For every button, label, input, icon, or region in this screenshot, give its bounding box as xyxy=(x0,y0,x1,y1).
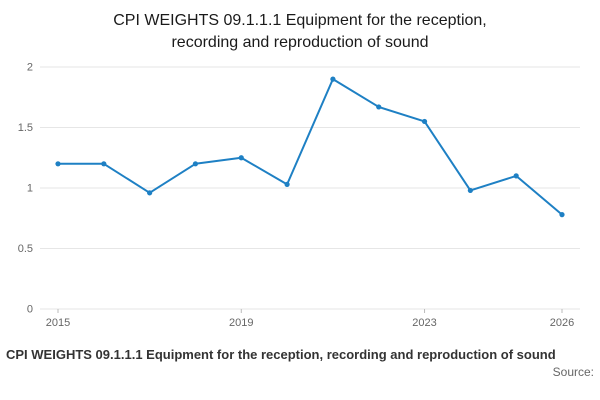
chart-title: CPI WEIGHTS 09.1.1.1 Equipment for the r… xyxy=(113,12,487,51)
svg-text:2015: 2015 xyxy=(46,317,70,329)
line-chart: 0 0.5 1 1.5 2 2015 2019 2023 2026 xyxy=(18,62,580,329)
svg-text:2026: 2026 xyxy=(550,317,574,329)
footer-caption: CPI WEIGHTS 09.1.1.1 Equipment for the r… xyxy=(6,347,556,363)
svg-text:1: 1 xyxy=(27,183,33,195)
svg-text:0.5: 0.5 xyxy=(18,243,33,255)
chart-footer: CPI WEIGHTS 09.1.1.1 Equipment for the r… xyxy=(0,345,600,379)
svg-text:2019: 2019 xyxy=(229,317,253,329)
svg-text:2: 2 xyxy=(27,62,33,74)
svg-text:1.5: 1.5 xyxy=(18,122,33,134)
source-label: Source: xyxy=(552,365,594,380)
svg-text:2023: 2023 xyxy=(412,317,436,329)
svg-text:0: 0 xyxy=(27,304,33,316)
